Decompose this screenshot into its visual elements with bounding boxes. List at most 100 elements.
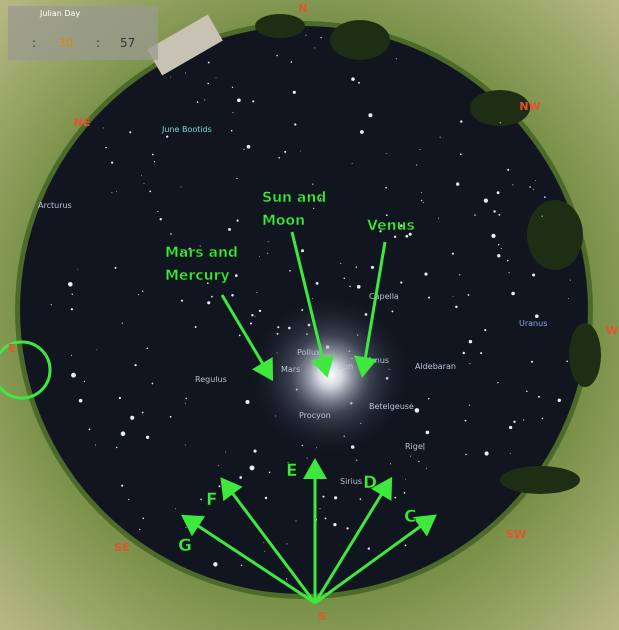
star	[484, 199, 488, 203]
star	[251, 314, 253, 316]
star	[568, 298, 569, 299]
star	[300, 151, 301, 152]
star	[400, 281, 402, 283]
star	[566, 360, 568, 362]
time-value: 30	[58, 36, 73, 50]
star	[219, 485, 221, 487]
star	[142, 291, 143, 292]
star	[152, 154, 154, 156]
star	[421, 192, 422, 193]
star	[544, 196, 546, 198]
star	[533, 189, 534, 190]
star	[185, 403, 186, 404]
star	[243, 149, 244, 150]
time-panel	[8, 6, 158, 60]
star	[269, 471, 271, 473]
star	[256, 292, 257, 293]
annotation: Mars and	[165, 245, 238, 261]
star	[420, 149, 421, 150]
star	[197, 101, 199, 103]
star	[255, 316, 256, 317]
star	[111, 192, 112, 193]
star	[200, 499, 202, 501]
star	[250, 322, 252, 324]
star	[538, 396, 540, 398]
star	[142, 412, 144, 414]
star	[424, 273, 427, 276]
star	[351, 77, 355, 81]
star	[428, 297, 430, 299]
star	[405, 545, 407, 547]
star	[252, 100, 254, 102]
star	[340, 263, 341, 264]
star	[185, 445, 186, 446]
star	[71, 373, 76, 378]
star	[141, 175, 142, 176]
star	[295, 521, 296, 522]
star	[68, 282, 73, 287]
star	[405, 235, 408, 238]
star	[386, 153, 387, 154]
star	[500, 122, 501, 123]
star	[291, 61, 293, 63]
star	[405, 479, 406, 480]
star	[368, 547, 370, 549]
star	[208, 62, 210, 64]
star	[181, 300, 183, 302]
star	[349, 286, 350, 287]
compass-label: S	[318, 610, 326, 623]
star	[396, 58, 397, 59]
star	[154, 161, 155, 162]
star	[460, 153, 462, 155]
star	[460, 120, 462, 122]
star	[239, 476, 242, 479]
star	[535, 314, 539, 318]
star	[416, 165, 417, 166]
star	[237, 98, 241, 102]
star	[293, 91, 296, 94]
star	[265, 497, 267, 499]
star	[507, 169, 509, 171]
star	[513, 421, 515, 423]
star	[356, 460, 357, 461]
star	[146, 436, 149, 439]
star	[542, 418, 543, 419]
star	[115, 267, 117, 269]
star	[134, 364, 136, 366]
annotation: C	[404, 507, 416, 527]
star	[394, 236, 396, 238]
star	[371, 266, 374, 269]
star	[512, 184, 513, 185]
star	[51, 304, 52, 305]
star	[236, 178, 237, 179]
star	[77, 269, 78, 270]
star	[529, 186, 531, 188]
star	[116, 447, 117, 448]
star	[144, 183, 145, 184]
star	[356, 266, 357, 267]
star	[570, 280, 571, 281]
star	[232, 87, 233, 88]
star	[312, 183, 313, 184]
star	[426, 431, 430, 435]
star	[474, 214, 475, 215]
star	[497, 382, 498, 383]
star	[535, 180, 536, 181]
star	[558, 399, 561, 402]
star	[170, 233, 172, 235]
star	[510, 453, 511, 454]
star	[511, 292, 515, 296]
star	[301, 249, 304, 252]
star	[216, 77, 217, 78]
star	[142, 517, 144, 519]
star	[259, 310, 261, 312]
star	[139, 529, 140, 530]
star	[276, 55, 278, 57]
compass-label: NE	[74, 116, 91, 129]
star	[147, 348, 149, 350]
star	[307, 457, 308, 458]
annotation: Venus	[367, 218, 415, 234]
star	[185, 398, 186, 399]
star	[239, 335, 241, 337]
star	[346, 527, 348, 529]
